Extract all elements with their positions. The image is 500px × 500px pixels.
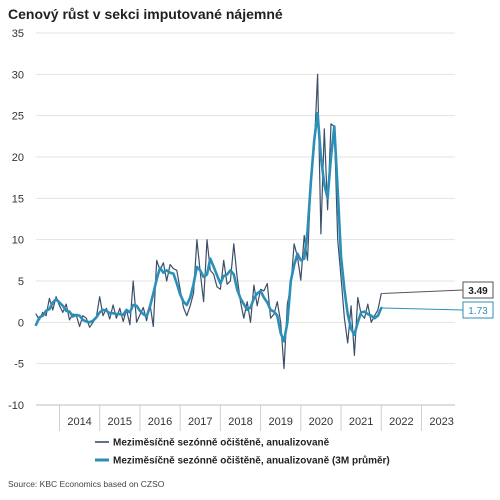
x-tick-label: 2014 [67, 416, 91, 428]
y-tick-label: 20 [12, 152, 24, 164]
x-tick-label: 2020 [309, 416, 333, 428]
x-tick-label: 2015 [108, 416, 132, 428]
y-tick-label: 10 [12, 235, 24, 247]
x-axis: 2014 2015 2016 2017 2018 2019 2020 2021 2022 2023 [36, 404, 455, 431]
end-label-box [462, 281, 494, 299]
x-tick-label: 2016 [148, 416, 172, 428]
y-axis: -10 -5 0 5 10 15 20 25 30 35 [8, 28, 24, 412]
legend-entry: Meziměsíčně sezónně očištěně, anualizova… [113, 438, 330, 449]
x-tick-label: 2017 [188, 416, 212, 428]
y-tick-label: 5 [18, 276, 24, 288]
y-tick-label: 30 [12, 69, 24, 81]
y-tick-label: 0 [18, 317, 24, 329]
legend: Meziměsíčně sezónně očištěně, anualizova… [95, 438, 390, 467]
y-tick-label: 25 [12, 111, 24, 123]
x-tick-label: 2022 [389, 416, 413, 428]
end-label-box [462, 301, 494, 319]
source-note: Source: KBC Economics based on CZSO [8, 479, 165, 489]
legend-entry: Meziměsíčně sezónně očištěně, anualizova… [113, 455, 390, 467]
y-tick-label: 35 [12, 28, 24, 40]
chart-title: Cenový růst v sekci imputované nájemné [8, 6, 283, 22]
x-tick-label: 2019 [268, 416, 292, 428]
y-tick-label: -5 [14, 359, 24, 371]
end-label-leader [382, 307, 464, 311]
series-line-1 [35, 73, 382, 370]
x-tick-label: 2021 [349, 416, 373, 428]
series-line-2 [34, 111, 383, 343]
x-tick-label: 2018 [228, 416, 252, 428]
gridlines [36, 32, 455, 406]
end-labels: 3.49 1.73 [382, 281, 494, 319]
end-value-label: 3.49 [468, 286, 488, 297]
x-tick-label: 2023 [429, 416, 453, 428]
end-value-label: 1.73 [468, 306, 488, 317]
end-label-leader [382, 289, 464, 294]
y-tick-label: 15 [12, 193, 24, 205]
y-tick-label: -10 [8, 400, 24, 412]
series-lines [34, 73, 383, 370]
